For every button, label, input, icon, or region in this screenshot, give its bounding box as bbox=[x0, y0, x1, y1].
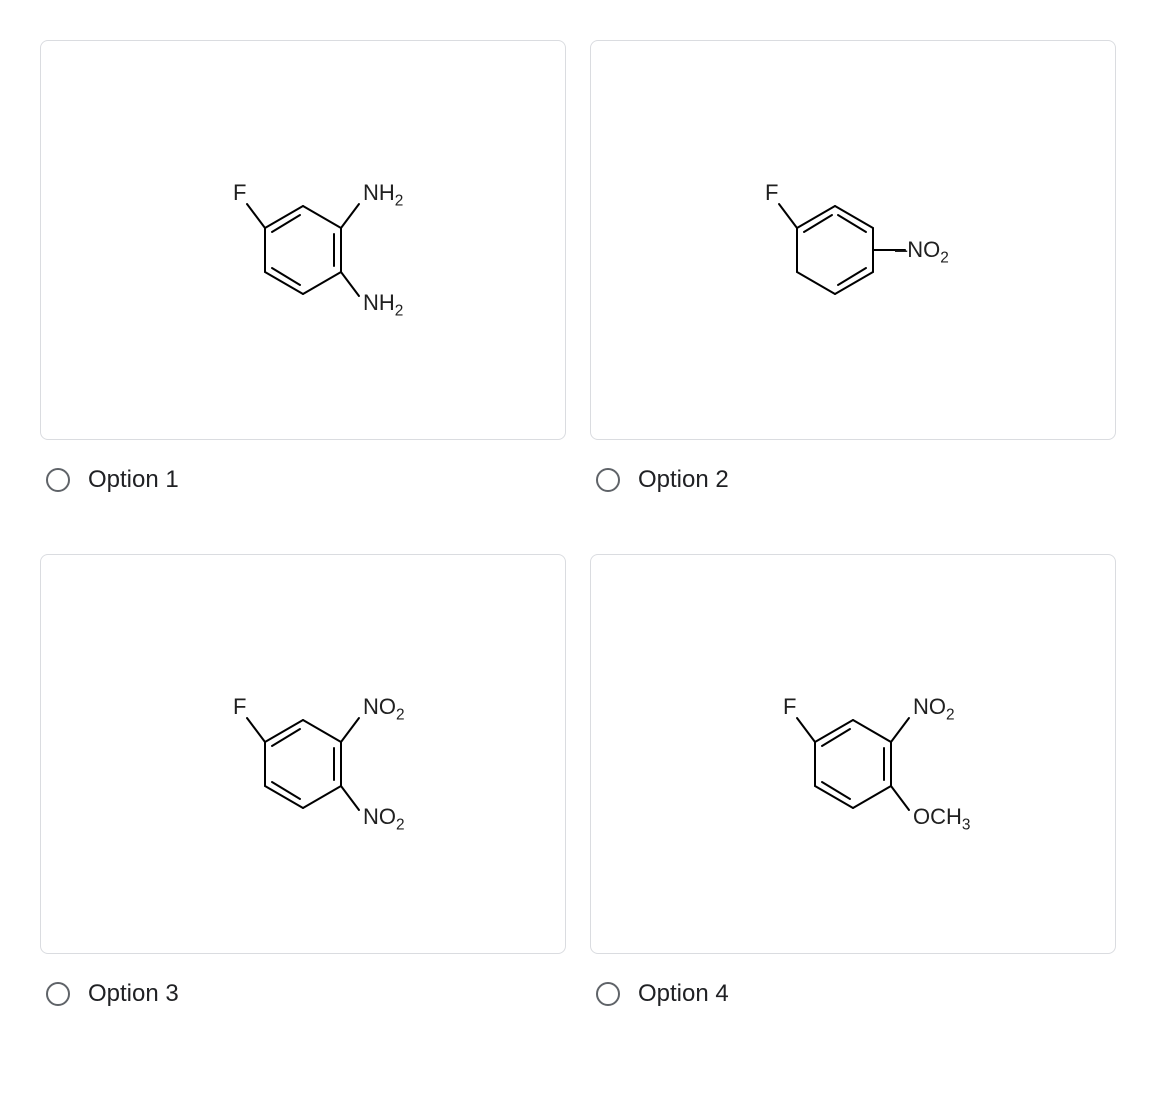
subst-NO2-top: NO2 bbox=[363, 694, 405, 724]
option-1-row[interactable]: Option 1 bbox=[46, 466, 566, 494]
subst-NO2-right: –NO2 bbox=[895, 237, 949, 267]
subst-F: F bbox=[765, 180, 778, 206]
option-2-radio[interactable] bbox=[596, 468, 620, 492]
option-3-molecule: F NO2 NO2 bbox=[173, 644, 433, 864]
option-1-label: Option 1 bbox=[88, 466, 179, 494]
options-grid: F NH2 NH2 Option 1 bbox=[40, 40, 1116, 1008]
subst-NO2-bottom: NO2 bbox=[363, 804, 405, 834]
subst-NO2-top: NO2 bbox=[913, 694, 955, 724]
option-1-panel: F NH2 NH2 bbox=[40, 40, 566, 440]
option-3-row[interactable]: Option 3 bbox=[46, 980, 566, 1008]
option-4-radio[interactable] bbox=[596, 982, 620, 1006]
option-4-panel: F NO2 OCH3 bbox=[590, 554, 1116, 954]
option-3-cell: F NO2 NO2 Option 3 bbox=[40, 554, 566, 1008]
subst-F: F bbox=[233, 180, 246, 206]
option-3-panel: F NO2 NO2 bbox=[40, 554, 566, 954]
option-2-cell: F –NO2 Option 2 bbox=[590, 40, 1116, 494]
option-4-row[interactable]: Option 4 bbox=[596, 980, 1116, 1008]
subst-F: F bbox=[233, 694, 246, 720]
option-4-cell: F NO2 OCH3 Option 4 bbox=[590, 554, 1116, 1008]
option-2-molecule: F –NO2 bbox=[723, 130, 983, 350]
option-1-molecule: F NH2 NH2 bbox=[173, 130, 433, 350]
option-1-cell: F NH2 NH2 Option 1 bbox=[40, 40, 566, 494]
option-1-radio[interactable] bbox=[46, 468, 70, 492]
option-3-label: Option 3 bbox=[88, 980, 179, 1008]
subst-OCH3: OCH3 bbox=[913, 804, 970, 834]
subst-NH2-top: NH2 bbox=[363, 180, 403, 210]
option-2-row[interactable]: Option 2 bbox=[596, 466, 1116, 494]
option-2-label: Option 2 bbox=[638, 466, 729, 494]
option-3-radio[interactable] bbox=[46, 982, 70, 1006]
option-2-panel: F –NO2 bbox=[590, 40, 1116, 440]
subst-NH2-bottom: NH2 bbox=[363, 290, 403, 320]
option-4-molecule: F NO2 OCH3 bbox=[723, 644, 983, 864]
subst-F: F bbox=[783, 694, 796, 720]
option-4-label: Option 4 bbox=[638, 980, 729, 1008]
